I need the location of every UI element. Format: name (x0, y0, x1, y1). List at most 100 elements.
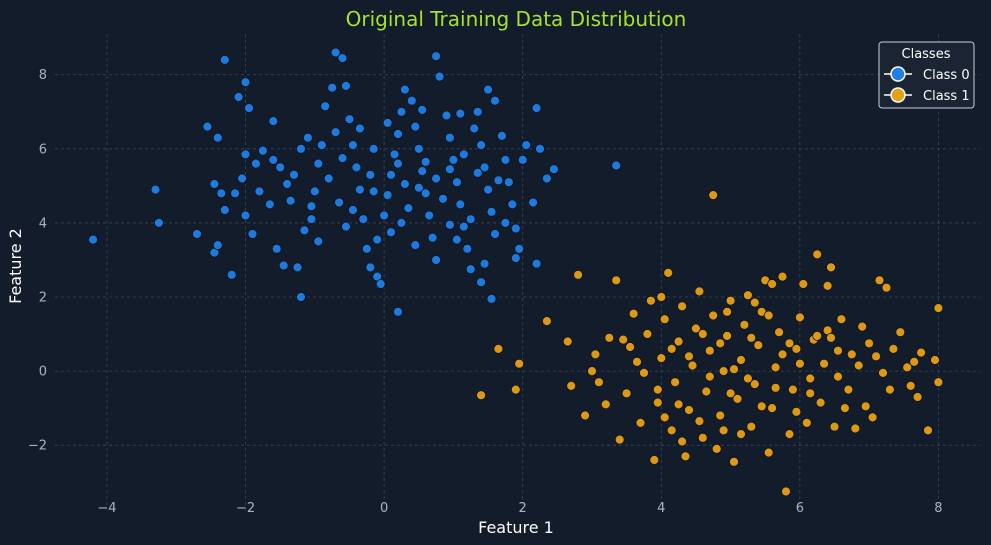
point-class-1 (791, 406, 802, 417)
point-class-1 (614, 434, 625, 445)
point-class-1 (493, 343, 504, 354)
point-class-1 (510, 384, 521, 395)
x-tick-label: 4 (657, 501, 665, 516)
point-class-0 (531, 103, 542, 113)
point-class-0 (351, 162, 362, 173)
point-class-0 (379, 210, 390, 221)
point-class-0 (510, 223, 521, 234)
point-class-0 (455, 108, 466, 119)
point-class-0 (354, 184, 365, 195)
point-class-1 (739, 319, 750, 330)
point-class-1 (725, 388, 736, 399)
point-class-1 (788, 384, 798, 395)
point-class-0 (361, 243, 372, 254)
point-class-1 (874, 275, 885, 286)
point-class-0 (417, 166, 428, 177)
point-class-1 (753, 340, 764, 351)
point-class-1 (697, 432, 708, 443)
y-tick-label: 8 (39, 68, 47, 83)
point-class-1 (642, 329, 653, 339)
point-class-1 (749, 297, 760, 308)
y-tick-label: 0 (39, 365, 47, 380)
point-class-0 (451, 234, 462, 245)
point-class-0 (289, 169, 299, 180)
point-class-0 (192, 229, 202, 239)
point-class-1 (677, 436, 687, 447)
point-class-1 (777, 349, 788, 360)
point-class-0 (313, 236, 324, 247)
point-class-0 (517, 154, 528, 165)
point-class-1 (930, 355, 940, 365)
legend: Classes Class 0 Class 1 (878, 41, 975, 109)
x-tick-label: 2 (519, 501, 527, 516)
point-class-1 (718, 425, 729, 436)
point-class-0 (337, 53, 348, 63)
point-class-1 (514, 358, 525, 369)
point-class-0 (455, 199, 466, 210)
point-class-1 (625, 342, 635, 352)
point-class-1 (680, 451, 691, 462)
point-class-1 (701, 386, 712, 397)
legend-label-class-0: Class 0 (923, 68, 970, 83)
point-class-0 (313, 158, 324, 169)
point-class-0 (493, 175, 504, 186)
point-class-0 (282, 179, 293, 189)
point-class-0 (247, 229, 258, 239)
point-class-0 (413, 182, 424, 193)
point-class-1 (736, 355, 746, 365)
point-class-1 (666, 343, 677, 354)
point-class-0 (358, 214, 369, 225)
point-class-1 (656, 353, 667, 364)
point-class-1 (673, 336, 684, 347)
point-class-0 (528, 197, 538, 208)
point-class-1 (770, 382, 781, 393)
point-class-0 (337, 153, 348, 164)
point-class-0 (417, 105, 428, 115)
point-class-0 (327, 82, 338, 93)
point-class-1 (711, 443, 722, 454)
point-class-1 (611, 275, 622, 286)
data-points (88, 47, 944, 497)
legend-marker-class-0 (890, 66, 906, 82)
point-class-0 (323, 173, 334, 184)
point-class-0 (403, 203, 414, 214)
point-class-1 (871, 351, 881, 362)
point-class-1 (836, 314, 847, 325)
point-class-1 (784, 338, 795, 349)
point-class-0 (410, 240, 421, 251)
point-class-0 (410, 121, 421, 132)
point-class-0 (268, 116, 279, 126)
point-class-0 (320, 101, 331, 112)
point-class-0 (368, 186, 379, 197)
point-class-0 (268, 154, 279, 165)
point-class-0 (296, 143, 306, 154)
point-class-1 (743, 290, 753, 301)
point-class-1 (885, 384, 895, 395)
point-class-1 (715, 410, 726, 421)
point-class-1 (857, 321, 868, 332)
point-class-1 (639, 367, 649, 378)
point-class-0 (226, 269, 237, 280)
point-class-1 (594, 377, 604, 388)
legend-marker-class-1 (890, 87, 906, 103)
point-class-0 (264, 199, 275, 210)
point-class-1 (850, 423, 861, 434)
point-class-0 (306, 214, 317, 225)
point-class-0 (503, 177, 514, 188)
point-class-0 (341, 221, 351, 232)
point-class-0 (365, 169, 376, 180)
point-class-0 (483, 84, 494, 95)
point-class-1 (722, 306, 732, 317)
point-class-0 (496, 130, 507, 141)
point-class-0 (476, 140, 487, 151)
point-class-1 (829, 421, 840, 432)
point-class-1 (604, 332, 615, 343)
x-tick-label: 8 (934, 501, 942, 516)
point-class-0 (434, 71, 445, 82)
point-class-0 (431, 51, 442, 62)
x-axis-label: Feature 1 (478, 518, 554, 537)
point-class-1 (805, 388, 816, 399)
point-class-0 (396, 106, 407, 117)
point-class-1 (923, 425, 933, 436)
